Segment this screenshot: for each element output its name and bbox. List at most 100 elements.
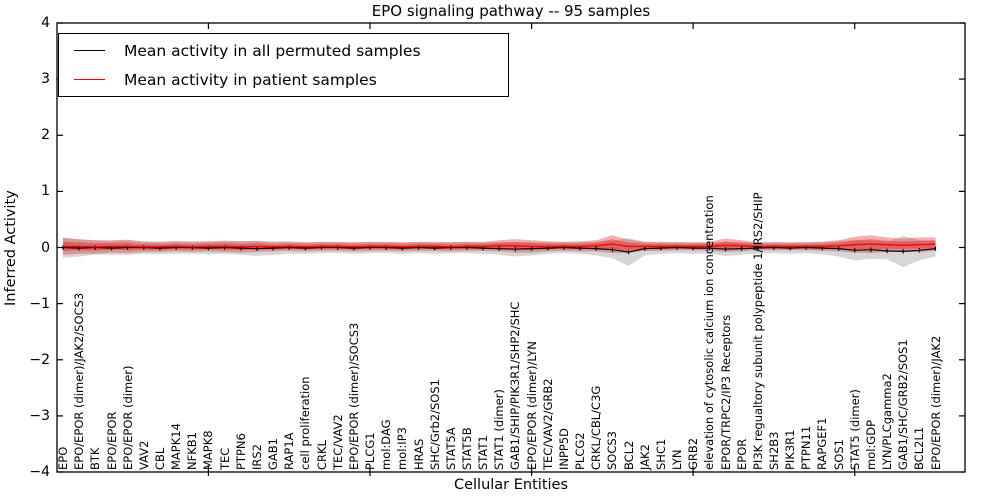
permuted-point-marker bbox=[563, 245, 565, 250]
x-tick-label: CRKL/CBL/C3G bbox=[589, 385, 604, 470]
x-tick-label: GAB1 bbox=[266, 438, 280, 470]
x-tick-label: TEC/VAV2 bbox=[330, 414, 345, 470]
x-tick-label: IRS2 bbox=[249, 444, 264, 470]
y-tick-label: 1 bbox=[41, 183, 50, 200]
permuted-point-marker bbox=[288, 245, 290, 250]
x-tick-label: TEC/VAV2/GRB2 bbox=[540, 378, 555, 470]
x-tick-label: STAT5B bbox=[459, 427, 474, 470]
permuted-point-marker bbox=[401, 245, 403, 251]
permuted-point-marker bbox=[531, 246, 533, 251]
x-tick-label: EPO/EPOR (dimer)/JAK2/SOCS3 bbox=[72, 292, 87, 470]
permuted-point-marker bbox=[417, 245, 420, 250]
x-tick-label: EPO/EPOR (dimer)/SOCS3 bbox=[346, 322, 361, 470]
y-tick-label: 4 bbox=[41, 15, 50, 31]
y-tick-label: 0 bbox=[41, 239, 50, 256]
permuted-point-marker bbox=[159, 245, 161, 251]
x-tick-label: BCL2 bbox=[621, 440, 636, 470]
x-tick-label: HRAS bbox=[411, 438, 426, 470]
permuted-line-swatch bbox=[74, 50, 105, 51]
permuted-point-marker bbox=[272, 245, 274, 251]
permuted-point-marker bbox=[838, 246, 840, 251]
x-tick-label: SOS1 bbox=[831, 439, 846, 470]
permuted-point-marker bbox=[207, 245, 209, 251]
x-tick-label: EPO/EPOR (dimer)/LYN bbox=[524, 341, 539, 470]
x-tick-label: TEC bbox=[217, 447, 232, 470]
x-tick-label: STAT5A bbox=[443, 427, 458, 470]
permuted-point-marker bbox=[611, 247, 613, 252]
x-tick-label: MAPK8 bbox=[201, 430, 216, 470]
x-tick-label: elevation of cytosolic calcium ion conce… bbox=[702, 195, 717, 470]
x-tick-label: mol:IP3 bbox=[395, 427, 410, 470]
x-tick-label: LYN/PLCgamma2 bbox=[880, 373, 894, 470]
x-tick-label: EPO/EPOR (dimer)/JAK2 bbox=[928, 335, 943, 470]
permuted-point-marker bbox=[870, 247, 872, 252]
permuted-point-marker bbox=[466, 245, 468, 250]
x-tick-label: EPOR bbox=[734, 438, 749, 470]
permuted-point-marker bbox=[854, 248, 856, 253]
permuted-point-marker bbox=[741, 246, 743, 251]
permuted-point-marker bbox=[757, 245, 759, 251]
y-tick-label: −4 bbox=[29, 464, 50, 480]
x-tick-label: NFKB1 bbox=[185, 432, 200, 470]
permuted-point-marker bbox=[789, 245, 791, 251]
permuted-point-marker bbox=[127, 245, 129, 250]
x-tick-label: BTK bbox=[88, 447, 103, 470]
legend-entry-patient: Mean activity in patient samples bbox=[59, 70, 508, 90]
permuted-point-marker bbox=[579, 245, 581, 251]
permuted-point-marker bbox=[902, 249, 904, 254]
permuted-point-marker bbox=[385, 245, 387, 250]
permuted-point-marker bbox=[224, 245, 226, 250]
x-tick-label: EPO/EPOR bbox=[104, 411, 119, 470]
permuted-point-marker bbox=[886, 248, 888, 254]
permuted-point-marker bbox=[547, 245, 549, 251]
permuted-point-marker bbox=[110, 245, 113, 251]
permuted-point-marker bbox=[708, 245, 710, 251]
permuted-point-marker bbox=[240, 245, 242, 251]
x-tick-label: PLCG2 bbox=[573, 432, 587, 470]
permuted-point-marker bbox=[304, 245, 306, 251]
y-tick-label: 3 bbox=[41, 71, 50, 88]
permuted-point-marker bbox=[353, 245, 355, 251]
x-tick-label: PLCG1 bbox=[363, 432, 377, 470]
chart-title: EPO signaling pathway -- 95 samples bbox=[371, 2, 651, 20]
y-tick-label: −1 bbox=[29, 295, 50, 312]
x-tick-label: STAT1 (dimer) bbox=[492, 389, 507, 470]
y-tick-label: −2 bbox=[29, 351, 50, 368]
legend-entry-permuted: Mean activity in all permuted samples bbox=[59, 41, 508, 61]
x-tick-label: VAV2 bbox=[136, 440, 151, 470]
x-tick-label: BCL2L1 bbox=[912, 426, 927, 470]
permuted-point-marker bbox=[498, 246, 500, 251]
x-tick-label: GAB1/SHC/GRB2/SOS1 bbox=[896, 339, 911, 470]
permuted-point-marker bbox=[805, 245, 807, 250]
x-tick-label: INPP5D bbox=[556, 427, 571, 470]
x-tick-label: PTPN11 bbox=[799, 425, 814, 470]
permuted-point-marker bbox=[434, 245, 436, 251]
permuted-point-marker bbox=[78, 245, 80, 251]
x-tick-label: mol:DAG bbox=[379, 419, 394, 470]
x-axis-label: Cellular Entities bbox=[453, 477, 569, 493]
x-tick-label: STAT5 (dimer) bbox=[847, 389, 862, 470]
permuted-point-marker bbox=[660, 245, 662, 251]
permuted-point-marker bbox=[821, 245, 823, 251]
permuted-point-marker bbox=[369, 245, 371, 250]
x-tick-label: SOCS3 bbox=[605, 431, 620, 470]
permuted-point-marker bbox=[514, 247, 516, 252]
x-tick-label: MAPK14 bbox=[169, 423, 184, 470]
x-tick-label: EPOR/TRPC2/IP3 Receptors bbox=[718, 314, 733, 470]
x-tick-label: mol:GDP bbox=[863, 419, 878, 470]
permuted-point-marker bbox=[175, 245, 177, 250]
permuted-point-marker bbox=[918, 248, 920, 253]
legend: Mean activity in all permuted samples Me… bbox=[58, 33, 509, 97]
legend-label-permuted: Mean activity in all permuted samples bbox=[124, 41, 421, 60]
x-tick-label: SH2B3 bbox=[766, 431, 781, 470]
permuted-point-marker bbox=[320, 245, 323, 250]
permuted-point-marker bbox=[692, 245, 694, 251]
permuted-point-marker bbox=[934, 246, 937, 251]
x-tick-label: STAT1 bbox=[476, 435, 491, 470]
x-tick-label: EPO/EPOR (dimer) bbox=[120, 365, 135, 471]
x-tick-label: EPO bbox=[56, 446, 70, 470]
patient-line-swatch bbox=[74, 79, 105, 80]
x-tick-label: GAB1/SHIP/PIK3R1/SHP2/SHC bbox=[508, 301, 523, 470]
x-tick-label: RAP1A bbox=[282, 432, 297, 470]
